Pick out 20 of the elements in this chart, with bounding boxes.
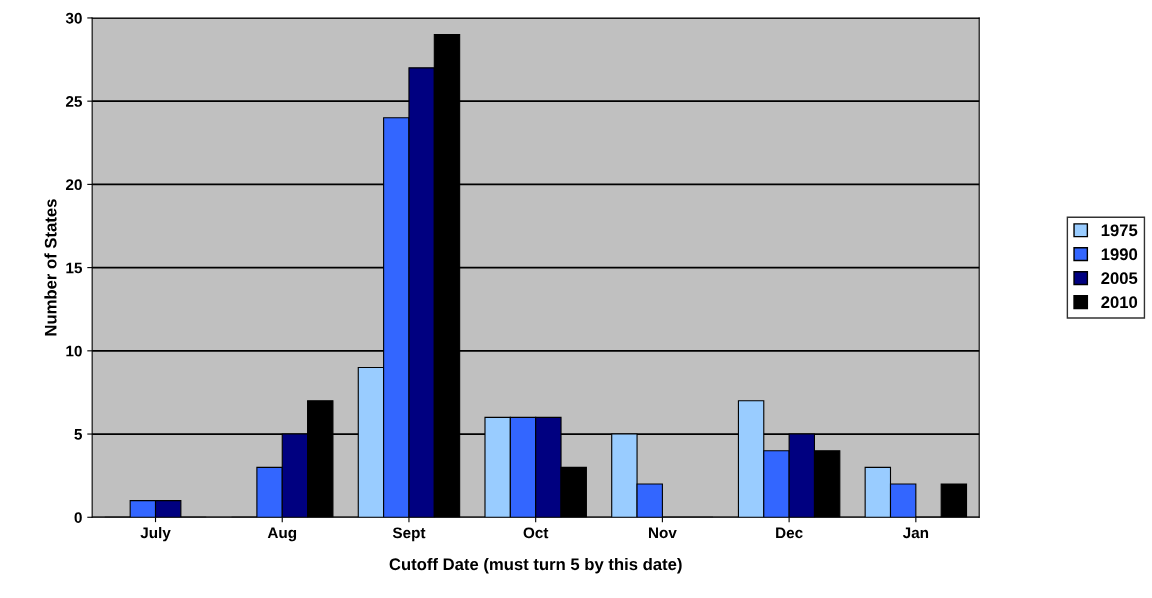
y-tick-label: 15 [66,262,83,274]
x-tick-label: Nov [648,527,677,539]
x-tick-label: Oct [523,527,549,539]
x-tick-label: Jan [902,527,929,539]
y-tick-label: 10 [66,345,82,357]
legend-label: 2010 [1101,296,1138,309]
x-tick-label: July [140,526,171,542]
y-axis-title: Number of States [44,199,57,336]
y-tick-label: 25 [65,96,83,107]
x-axis-title: Cutoff Date (must turn 5 by this date) [389,557,682,574]
y-tick-label: 30 [65,12,82,24]
x-tick-label: Dec [776,527,803,539]
legend-label: 1990 [1101,248,1138,261]
x-tick-label: Aug [267,527,297,542]
legend-label: 1975 [1101,224,1138,237]
y-tick-label: 20 [65,179,82,191]
legend-label: 2005 [1101,272,1138,285]
y-tick-label: 0 [74,512,82,523]
y-tick-label: 5 [74,429,83,440]
x-tick-label: Sept [392,527,426,542]
